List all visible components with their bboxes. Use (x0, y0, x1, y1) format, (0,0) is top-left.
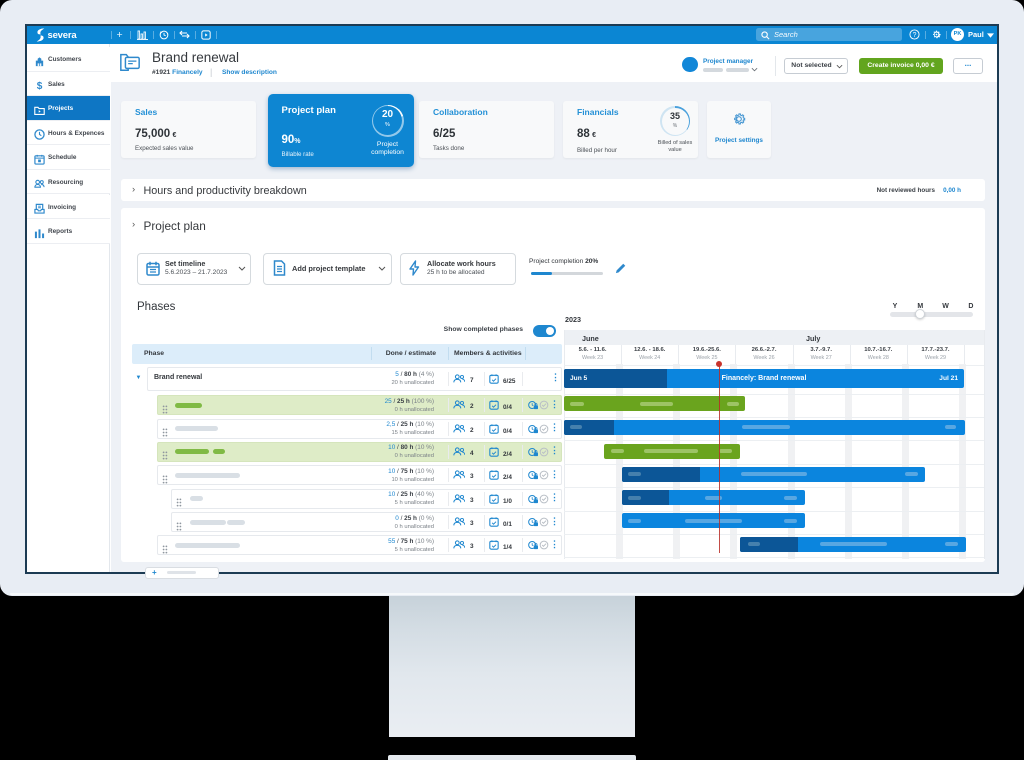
svg-text:$: $ (37, 81, 43, 91)
svg-text:?: ? (913, 32, 917, 39)
